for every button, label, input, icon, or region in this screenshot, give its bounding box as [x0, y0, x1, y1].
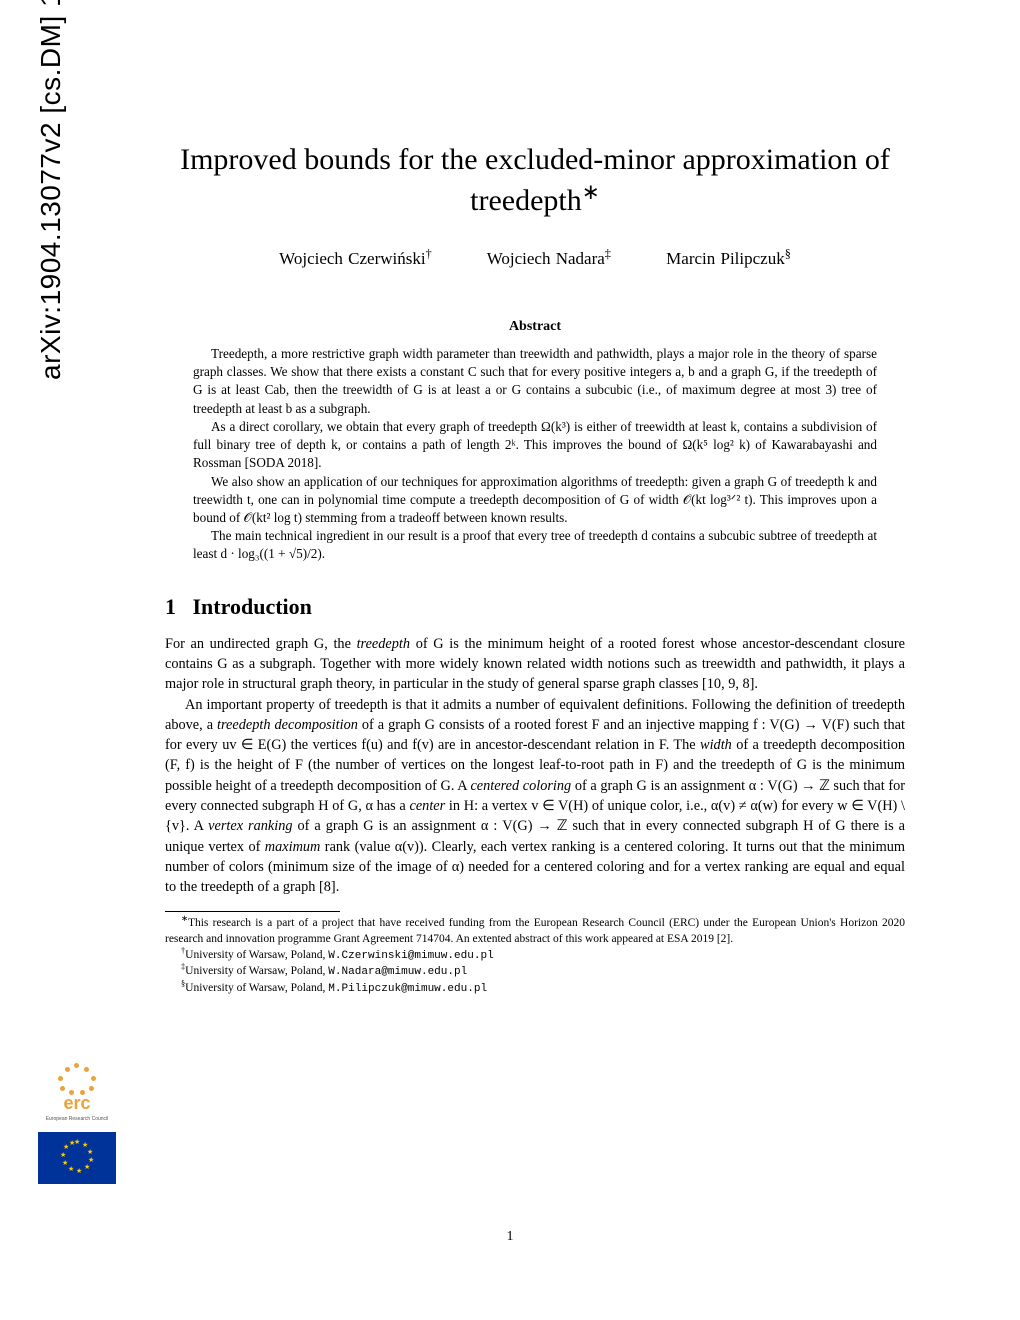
eu-stars: ★ ★ ★ ★ ★ ★ ★ ★ ★ ★ ★ — [59, 1140, 95, 1176]
fn1-text: This research is a part of a project tha… — [165, 917, 905, 945]
abstract-p3: We also show an application of our techn… — [193, 473, 877, 528]
author-3-mark: § — [785, 246, 791, 260]
intro-p2: An important property of treedepth is th… — [165, 695, 905, 898]
footnote-3: ‡University of Warsaw, Poland, W.Nadara@… — [165, 964, 905, 980]
page-content: Improved bounds for the excluded-minor a… — [0, 0, 1020, 1057]
footnote-1: ∗This research is a part of a project th… — [165, 916, 905, 948]
intro-p2-f: centered coloring — [470, 778, 571, 794]
abstract-body: Treedepth, a more restrictive graph widt… — [193, 345, 877, 564]
abstract-p4: The main technical ingredient in our res… — [193, 527, 877, 563]
author-1: Wojciech Czerwiński — [279, 249, 425, 268]
abstract-p2: As a direct corollary, we obtain that ev… — [193, 418, 877, 473]
fn2-email: W.Czerwinski@mimuw.edu.pl — [328, 950, 494, 962]
erc-dots — [56, 1063, 98, 1095]
intro-p2-l: maximum — [265, 839, 321, 855]
author-2-mark: ‡ — [605, 246, 611, 260]
section-heading: 1 Introduction — [165, 594, 905, 620]
authors: Wojciech Czerwiński† Wojciech Nadara‡ Ma… — [165, 249, 905, 269]
intro-p2-h: center — [409, 798, 445, 814]
paper-title: Improved bounds for the excluded-minor a… — [165, 140, 905, 221]
logo-block: erc European Research Council ★ ★ ★ ★ ★ … — [38, 1062, 116, 1184]
author-2: Wojciech Nadara — [487, 249, 605, 268]
fn4-text: University of Warsaw, Poland, — [185, 982, 328, 994]
erc-text: erc — [63, 1093, 90, 1114]
erc-logo: erc European Research Council — [38, 1062, 116, 1122]
footnote-2: †University of Warsaw, Poland, W.Czerwin… — [165, 948, 905, 964]
title-footnote-mark: ∗ — [582, 180, 600, 204]
fn1-mark: ∗ — [181, 915, 188, 924]
erc-subtitle: European Research Council — [46, 1116, 109, 1122]
title-line-2: treedepth — [470, 184, 582, 217]
section-number: 1 — [165, 594, 176, 619]
intro-p2-j: vertex ranking — [208, 818, 292, 834]
intro-p1-a: For an undirected graph G, the — [165, 636, 357, 652]
title-line-1: Improved bounds for the excluded-minor a… — [180, 143, 890, 176]
footnote-4: §University of Warsaw, Poland, M.Pilipcz… — [165, 981, 905, 997]
footnote-rule — [165, 911, 340, 912]
abstract-p1: Treedepth, a more restrictive graph widt… — [193, 345, 877, 418]
page-number: 1 — [0, 1229, 1020, 1245]
eu-flag: ★ ★ ★ ★ ★ ★ ★ ★ ★ ★ ★ — [38, 1132, 116, 1184]
abstract-heading: Abstract — [165, 319, 905, 335]
fn4-email: M.Pilipczuk@mimuw.edu.pl — [328, 983, 487, 995]
intro-p1-b: treedepth — [357, 636, 410, 652]
fn3-email: W.Nadara@mimuw.edu.pl — [328, 966, 467, 978]
fn2-text: University of Warsaw, Poland, — [185, 949, 328, 961]
author-3: Marcin Pilipczuk — [666, 249, 785, 268]
fn3-text: University of Warsaw, Poland, — [185, 965, 328, 977]
intro-p2-d: width — [700, 737, 732, 753]
author-1-mark: † — [426, 246, 432, 260]
section-title: Introduction — [193, 594, 312, 619]
intro-p2-b: treedepth decomposition — [217, 717, 358, 733]
intro-p1: For an undirected graph G, the treedepth… — [165, 634, 905, 695]
introduction-body: For an undirected graph G, the treedepth… — [165, 634, 905, 898]
footnotes: ∗This research is a part of a project th… — [165, 916, 905, 996]
